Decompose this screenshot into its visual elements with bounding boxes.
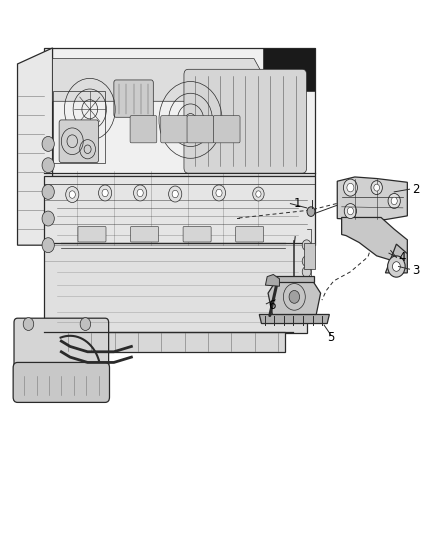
FancyBboxPatch shape	[187, 116, 214, 143]
Circle shape	[302, 266, 311, 277]
Circle shape	[388, 256, 405, 277]
Circle shape	[172, 190, 178, 198]
Circle shape	[134, 185, 147, 201]
Polygon shape	[44, 176, 315, 245]
Polygon shape	[53, 59, 263, 101]
Circle shape	[137, 189, 143, 197]
FancyBboxPatch shape	[14, 318, 109, 380]
Circle shape	[344, 204, 357, 219]
Circle shape	[23, 318, 34, 330]
FancyBboxPatch shape	[183, 227, 211, 242]
FancyBboxPatch shape	[213, 116, 240, 143]
Circle shape	[347, 207, 353, 215]
FancyBboxPatch shape	[59, 120, 99, 163]
Text: 5: 5	[327, 331, 334, 344]
Polygon shape	[304, 243, 315, 269]
Circle shape	[374, 184, 379, 191]
Circle shape	[99, 185, 112, 201]
Circle shape	[169, 186, 182, 202]
Circle shape	[69, 191, 75, 198]
FancyBboxPatch shape	[114, 80, 153, 117]
Circle shape	[289, 290, 300, 303]
Polygon shape	[259, 314, 329, 324]
Circle shape	[42, 184, 54, 199]
Circle shape	[371, 181, 382, 195]
Polygon shape	[61, 332, 285, 352]
FancyBboxPatch shape	[130, 116, 157, 143]
Circle shape	[42, 158, 54, 173]
Polygon shape	[337, 177, 407, 220]
Text: 4: 4	[399, 251, 406, 264]
Circle shape	[392, 262, 400, 271]
Polygon shape	[44, 243, 307, 333]
Polygon shape	[342, 217, 407, 261]
Circle shape	[102, 189, 108, 197]
Circle shape	[216, 189, 222, 197]
Circle shape	[80, 318, 91, 330]
Polygon shape	[385, 244, 407, 273]
Circle shape	[42, 211, 54, 226]
Polygon shape	[268, 281, 321, 314]
FancyBboxPatch shape	[131, 227, 159, 242]
FancyBboxPatch shape	[78, 227, 106, 242]
Text: 6: 6	[268, 299, 276, 312]
Polygon shape	[263, 48, 315, 91]
Circle shape	[307, 207, 315, 216]
FancyBboxPatch shape	[184, 69, 307, 173]
Circle shape	[256, 191, 261, 197]
Circle shape	[42, 136, 54, 151]
Circle shape	[66, 187, 79, 203]
FancyBboxPatch shape	[161, 116, 187, 143]
FancyBboxPatch shape	[236, 227, 264, 242]
Circle shape	[388, 193, 400, 208]
Text: 2: 2	[412, 183, 419, 196]
Circle shape	[302, 240, 311, 251]
Polygon shape	[275, 276, 314, 282]
Circle shape	[212, 185, 226, 201]
FancyBboxPatch shape	[13, 362, 110, 402]
Circle shape	[302, 277, 311, 288]
Circle shape	[343, 179, 357, 196]
Circle shape	[391, 197, 397, 205]
Polygon shape	[44, 48, 315, 176]
Circle shape	[347, 183, 354, 192]
Circle shape	[253, 187, 264, 201]
Text: 1: 1	[293, 197, 301, 210]
Polygon shape	[265, 274, 279, 286]
Circle shape	[302, 256, 311, 266]
Polygon shape	[18, 48, 53, 245]
Text: 3: 3	[412, 264, 419, 277]
Circle shape	[42, 238, 54, 253]
